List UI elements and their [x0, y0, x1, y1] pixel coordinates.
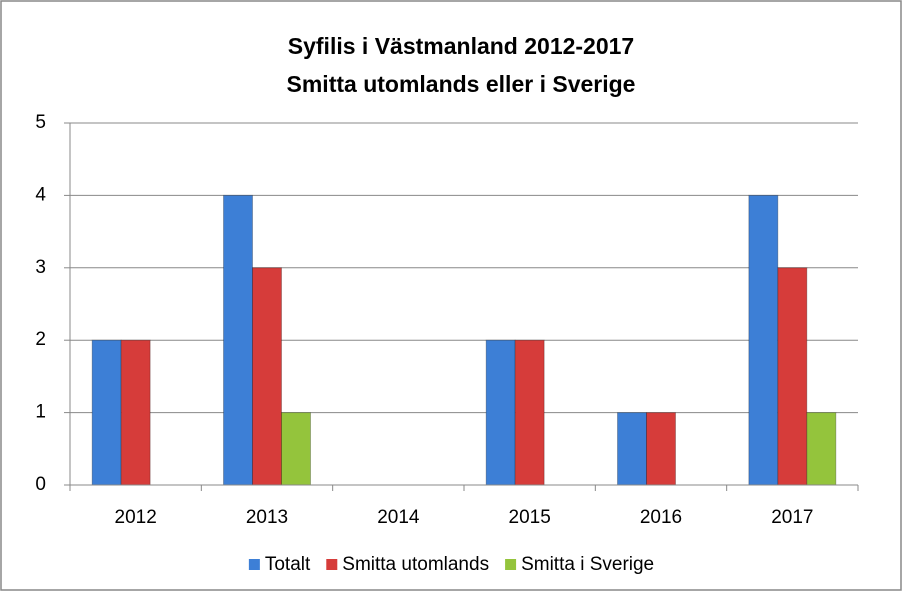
legend-swatch [505, 559, 517, 570]
x-tick-label: 2016 [640, 507, 682, 528]
bar [120, 339, 151, 486]
bar [514, 339, 545, 486]
chart-subtitle: Smitta utomlands eller i Sverige [287, 71, 636, 97]
bar [91, 339, 122, 486]
legend-swatch [326, 559, 338, 570]
chart-title: Syfilis i Västmanland 2012-2017 [288, 33, 634, 59]
y-tick-label: 5 [35, 112, 46, 133]
legend-label: Smitta utomlands [342, 554, 489, 575]
x-tick-label: 2017 [771, 507, 813, 528]
y-tick-label: 2 [35, 329, 46, 350]
y-tick-label: 4 [35, 184, 46, 205]
legend-swatch [248, 559, 260, 570]
x-tick-label: 2015 [509, 507, 551, 528]
legend-label: Totalt [265, 554, 311, 575]
bar [806, 412, 837, 486]
bar [777, 267, 808, 486]
bar [617, 412, 647, 486]
bar [223, 194, 253, 486]
y-tick-label: 1 [35, 402, 46, 423]
x-tick-label: 2013 [246, 507, 288, 528]
bar [748, 194, 779, 486]
y-tick-label: 3 [35, 257, 46, 278]
bar [281, 412, 311, 486]
bar [252, 267, 282, 486]
x-tick-label: 2012 [115, 507, 157, 528]
y-tick-label: 0 [35, 474, 46, 495]
legend-label: Smitta i Sverige [521, 554, 654, 575]
x-tick-label: 2014 [377, 507, 420, 528]
bar [485, 339, 516, 486]
bar [646, 412, 676, 486]
